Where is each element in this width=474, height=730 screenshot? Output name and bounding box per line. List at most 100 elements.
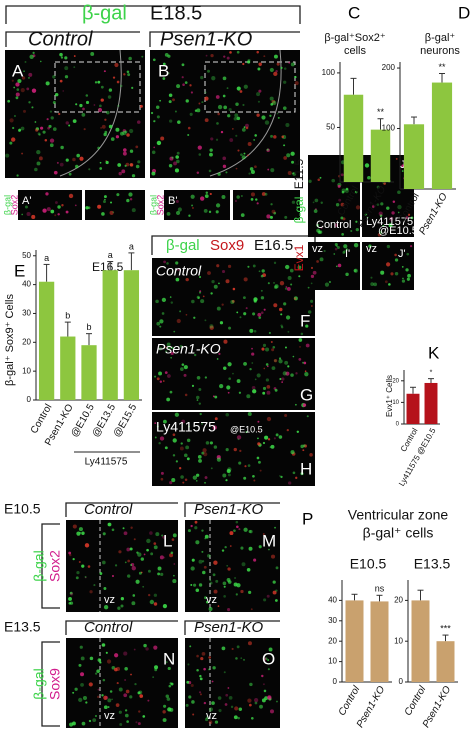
cell: [383, 182, 386, 185]
cell: [242, 296, 246, 300]
cell: [367, 175, 371, 180]
cell: [79, 156, 84, 161]
cell: [97, 204, 102, 209]
cell: [166, 397, 171, 402]
vz-label: vz: [366, 243, 377, 255]
cell: [308, 179, 312, 183]
cell: [334, 247, 338, 251]
cell: [302, 361, 304, 364]
cell: [211, 76, 216, 81]
cell: [161, 534, 164, 537]
cell: [282, 371, 287, 376]
cell: [281, 377, 285, 381]
cell: [249, 529, 253, 534]
cell: [343, 244, 348, 249]
y-tick-label: 40: [22, 280, 31, 289]
cell: [333, 253, 336, 255]
cell: [163, 260, 167, 264]
cell: [293, 297, 297, 300]
cell: [169, 707, 174, 712]
cell: [345, 187, 349, 191]
panel-letter: F: [300, 311, 310, 330]
bar: [424, 382, 438, 424]
cell: [370, 282, 375, 286]
cell: [23, 70, 25, 73]
cell: [227, 473, 231, 477]
cell: [266, 390, 271, 395]
cell: [312, 270, 317, 275]
cell: [278, 435, 283, 439]
cell: [84, 543, 90, 548]
stain: Sox9: [47, 668, 63, 700]
cell: [111, 698, 113, 701]
cell: [268, 548, 270, 551]
cell: [261, 269, 265, 273]
cell: [137, 552, 142, 557]
cell: [388, 283, 391, 286]
cell: [148, 593, 151, 597]
cell: [257, 67, 261, 71]
cell: [196, 375, 201, 380]
cell: [83, 128, 86, 131]
cell: [17, 78, 22, 84]
cell: [38, 156, 43, 161]
bracket: [149, 31, 300, 47]
cell: [159, 319, 164, 324]
cell: [222, 94, 226, 98]
cell: [97, 146, 100, 150]
cell: [173, 161, 177, 166]
cell: [283, 80, 287, 84]
cell: [215, 95, 220, 99]
cell: [273, 261, 277, 265]
marker: Sox9: [210, 237, 244, 254]
cell: [59, 52, 63, 57]
cell: [251, 386, 256, 390]
cell: [243, 658, 245, 661]
cell: [199, 291, 202, 294]
cell: [189, 84, 192, 87]
cell: [45, 192, 49, 196]
cell: [219, 384, 224, 389]
cell: [247, 58, 251, 62]
cell: [211, 280, 215, 284]
cell: [284, 360, 289, 365]
cell: [153, 645, 158, 650]
cell: [209, 324, 214, 329]
stage: E11.5: [292, 158, 306, 189]
cell: [89, 590, 93, 594]
cell: [164, 446, 168, 450]
cell: [114, 667, 118, 672]
cell: [75, 103, 78, 106]
chart-title: neurons: [420, 45, 460, 57]
cell: [233, 715, 238, 720]
cell: [26, 87, 30, 91]
cell: [191, 384, 195, 387]
y-tick-label: 200: [382, 63, 396, 72]
cell: [50, 209, 55, 214]
cell: [111, 528, 115, 532]
cell: [210, 467, 213, 470]
cell: [117, 163, 122, 167]
cell: [128, 192, 133, 197]
cell: [175, 155, 179, 159]
cell: [260, 296, 265, 300]
cell: [228, 107, 232, 112]
cell: [199, 290, 202, 293]
cell: [155, 105, 160, 110]
cell: [226, 56, 230, 60]
cell: [267, 668, 270, 671]
cell: [164, 350, 168, 353]
cell: [176, 151, 180, 155]
cell: [76, 570, 80, 575]
cell: [151, 150, 156, 155]
cell: [233, 447, 237, 452]
cell: [40, 126, 44, 130]
cell: [72, 721, 76, 726]
condition-label: Control: [84, 619, 133, 636]
cell: [229, 138, 234, 142]
cell: [217, 112, 220, 116]
cell: [377, 233, 382, 237]
cell: [290, 283, 293, 286]
cell: [306, 415, 309, 418]
cell: [269, 96, 274, 101]
